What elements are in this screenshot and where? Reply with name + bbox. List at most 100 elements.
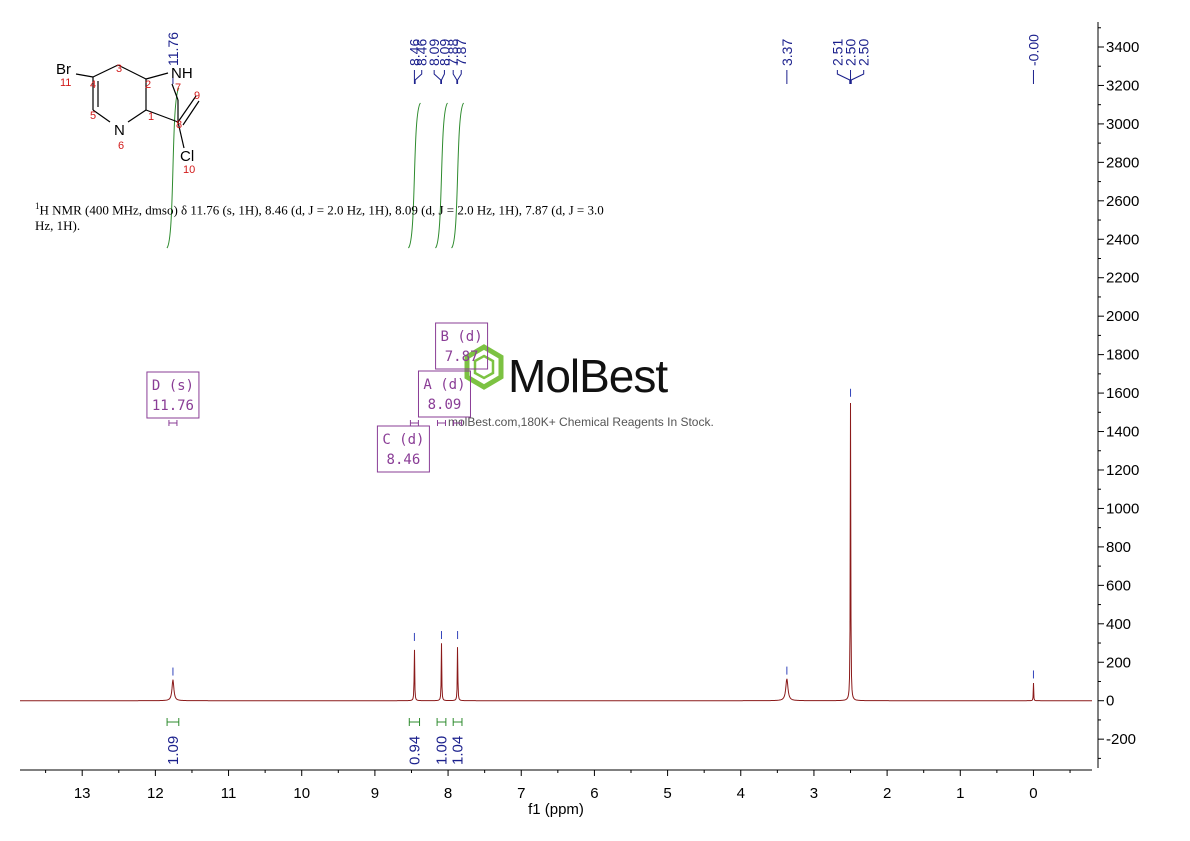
multiplet-box [146,371,200,419]
y-tick-label: 2400 [1106,231,1139,248]
peak-label: -0.00 [1025,34,1041,66]
x-tick-label: 13 [74,785,91,802]
watermark-hexagon-icon [464,344,504,390]
molecule-bonds [75,64,200,149]
x-tick-label: 12 [147,785,164,802]
y-tick-label: 1800 [1106,347,1139,364]
atom-num-2: 2 [145,79,151,91]
y-tick-label: 1400 [1106,424,1139,441]
multiplet-shift: 7.87 [445,349,479,365]
peak-label: 8.46 [406,39,422,66]
x-axis-title: f1 (ppm) [528,801,584,818]
atom-num-9: 9 [194,90,200,102]
peak-label-leader [433,70,442,84]
y-tick-label: 3400 [1106,39,1139,56]
atom-num-11: 11 [60,77,71,89]
multiplet-shift: 8.46 [387,452,421,468]
peak-label: 2.51 [829,39,845,66]
y-ticks: -200 0 200 400 600 800 1000 1200 1400 1600 1800 200… [1098,27,1139,759]
integral-curve [407,102,421,249]
integral-curve [435,102,448,249]
x-tick-label: 0 [1029,785,1037,802]
multiplet-label: D (s) [152,378,194,394]
atom-num-6: 6 [118,140,124,152]
spectrum-line [20,403,1092,702]
peak-label: 8.09 [436,39,452,66]
atom-n: N [114,122,125,139]
watermark: MolBest molBest.com,180K+ Chemical Reage… [448,344,714,429]
nmr-description: 1H NMR (400 MHz, dmso) δ 11.76 (s, 1H), … [35,198,625,234]
multiplet-shift: 8.09 [428,397,462,413]
y-tick-label: 1000 [1106,500,1139,517]
y-tick-label: 1600 [1106,385,1139,402]
integral-value: 1.00 [433,736,450,765]
y-tick-label: 2000 [1106,308,1139,325]
y-tick-label: 2600 [1106,193,1139,210]
y-tick-label: -200 [1106,731,1136,748]
x-tick-label: 3 [810,785,818,802]
peak-label: 7.88 [445,39,461,66]
integral-value: 1.04 [450,736,467,765]
atom-num-8: 8 [176,119,182,131]
atom-num-10: 10 [183,164,195,176]
multiplet-label: B (d) [441,329,483,345]
integral-curve [451,102,465,249]
peak-label: 7.87 [453,39,469,66]
multiplet-box [435,322,489,370]
multiplet-label: A (d) [423,377,465,393]
multiplet-label: C (d) [382,432,424,448]
y-tick-label: 800 [1106,539,1131,556]
x-tick-label: 5 [663,785,671,802]
y-tick-label: 3200 [1106,77,1139,94]
description-superscript: 1 [35,201,40,211]
x-tick-label: 2 [883,785,891,802]
peak-label-leader [850,70,865,84]
multiplet-box [417,370,471,418]
atom-num-1: 1 [148,111,154,123]
peak-label-leader [457,70,462,84]
watermark-subtext: molBest.com,180K+ Chemical Reagents In S… [448,415,714,429]
y-tick-label: 2200 [1106,270,1139,287]
y-tick-label: 1200 [1106,462,1139,479]
peak-label: 8.46 [414,39,430,66]
x-tick-label: 6 [590,785,598,802]
peak-label: 2.50 [843,39,859,66]
x-tick-label: 4 [737,785,745,802]
spectrum [20,388,1092,702]
atom-num-3: 3 [116,63,122,75]
peak-label-leader [452,70,458,84]
atom-num-5: 5 [90,110,96,122]
atom-cl: Cl [180,148,194,165]
x-tick-label: 10 [293,785,310,802]
y-tick-label: 200 [1106,654,1131,671]
peak-label: 8.09 [426,39,442,66]
x-ticks: 13 12 11 10 9 8 7 6 5 4 3 2 1 0 [45,770,1071,802]
multiplet-boxes: D (s) 11.76 A (d) 8.09 C (d) 8.46 B (d) 7.87 [146,322,489,473]
peak-label: 11.76 [165,32,181,66]
y-tick-label: 400 [1106,616,1131,633]
x-tick-label: 7 [517,785,525,802]
peak-label: 2.50 [856,39,872,66]
peak-labels: 11.76 8.468.468.098.097.887.87 3.37 2.512.5… [165,32,1041,84]
multiplet-box [376,425,430,473]
molecule-structure: Br NH N Cl 1 2 3 4 5 6 7 8 9 10 11 [56,61,200,176]
peak-label-leader [440,70,445,84]
watermark-logo-text: MolBest [508,350,668,402]
integral-value: 1.09 [165,736,182,765]
watermark-hexagon-inner-icon [473,354,495,380]
x-tick-label: 1 [956,785,964,802]
atom-num-4: 4 [90,79,96,91]
atom-num-7: 7 [175,82,181,94]
description-text: H NMR (400 MHz, dmso) δ 11.76 (s, 1H), 8… [35,202,604,234]
x-tick-label: 8 [444,785,452,802]
peak-label: 3.37 [779,39,795,66]
axes: 13 12 11 10 9 8 7 6 5 4 3 2 1 0 -20002004006008001000… [20,22,1139,818]
y-tick-label: 2800 [1106,154,1139,171]
atom-br: Br [56,61,71,78]
y-tick-label: 600 [1106,577,1131,594]
multiplet-shift: 11.76 [152,398,194,414]
x-tick-label: 9 [371,785,379,802]
atom-nh: NH [171,65,193,82]
peak-label-leader [836,70,851,84]
